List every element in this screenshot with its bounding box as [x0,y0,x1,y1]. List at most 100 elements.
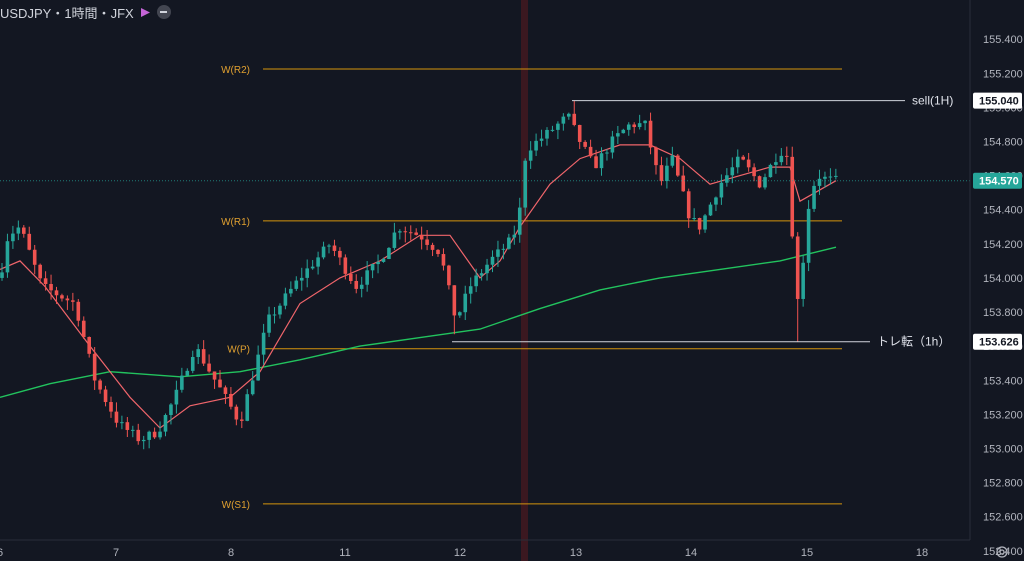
candle-body [141,439,146,442]
candle-body [218,379,222,388]
candle-body [790,156,795,237]
pivot-label: W(P) [227,345,250,356]
candle-body [234,406,239,420]
candle-body [735,156,740,168]
candle-body [621,129,626,134]
candle-body [349,273,353,281]
candle-body [65,298,70,301]
sell-label: sell(1H) [912,94,953,108]
candle-body [474,275,478,287]
moving-averages [0,144,837,429]
pivot-label: W(R2) [221,65,250,76]
candle-body [316,257,320,267]
candle-body [207,363,211,372]
candle-body [501,248,506,250]
session-break-band [521,0,528,561]
candle-body [152,431,157,438]
symbol-title[interactable]: USDJPY・1時間・JFX [0,5,134,21]
price-tick-label: 154.200 [983,239,1023,251]
annotations: sell(1H) トレ転（1h） [0,94,970,349]
candle-body [354,280,359,289]
candle-body [261,332,266,355]
candle-body [539,138,544,141]
candle-body [103,389,108,403]
candle-body [746,159,751,168]
candle-body [468,286,473,294]
candle-body [365,270,369,285]
candle-body [490,256,495,265]
flag-icon[interactable] [140,7,151,18]
candle-body [676,155,680,176]
price-tick-label: 154.000 [983,273,1023,285]
price-tick-label: 153.000 [983,443,1023,455]
candle-body [289,288,293,294]
pivot-label: W(R1) [221,217,250,228]
price-tick-label: 152.400 [983,546,1023,558]
candle-body [54,290,59,296]
candle-body [806,208,811,263]
candle-body [812,185,816,209]
candle-body [556,123,560,130]
candle-body [643,120,647,124]
candle-body [528,150,533,161]
candle-body [692,218,696,220]
time-tick-label: 6 [0,547,3,559]
candle-body [332,245,337,251]
time-tick-label: 14 [685,547,697,559]
candle-body [250,380,255,395]
candle-body [240,419,244,421]
candle-body [414,232,418,235]
candle-body [223,387,228,394]
chart-header: USDJPY・1時間・JFX [0,4,171,21]
ma-long-line [0,246,837,398]
candle-body [768,164,773,178]
candle-body [381,258,386,262]
candle-body [190,357,195,371]
price-tick-label: 153.200 [983,409,1023,421]
candle-body [626,124,631,130]
session-break [521,0,528,561]
candle-body [681,175,686,192]
candle-body [98,380,102,390]
collapse-button[interactable] [156,5,171,19]
candle-body [665,165,669,182]
candle-body [272,314,277,316]
time-tick-label: 13 [570,547,582,559]
candle-body [496,249,500,257]
time-tick-label: 7 [113,547,119,559]
candle-body [174,389,179,405]
time-axis[interactable]: 6 7 8 11 12 13 14 15 18 [0,539,970,559]
candle-body [310,266,315,269]
candle-body [648,120,653,148]
candle-body [436,249,440,255]
pivot-label: W(S1) [222,500,250,511]
candle-body [779,155,784,163]
price-axis[interactable]: 155.400155.200155.000154.800154.600154.4… [969,0,1023,558]
candle-body [637,123,642,128]
candle-body [408,232,413,234]
candle-body [87,337,91,354]
time-tick-label: 12 [454,547,466,559]
gear-icon[interactable] [995,545,1009,559]
candle-body [763,177,767,188]
candle-body [180,375,184,390]
candle-body [398,231,402,233]
candle-body [32,249,37,265]
candle-body [283,293,288,306]
last-price-tag-bg [973,172,1022,189]
candle-body [196,349,200,358]
candle-body [0,272,4,278]
candle-body [534,140,538,151]
candle-body [38,264,42,279]
candle-body [185,370,190,376]
candle-body [22,227,26,234]
candle-body [131,429,135,431]
candle-body [463,293,468,313]
last-price-tag: 154.570 [979,176,1019,188]
candle-body [109,402,113,412]
candle-body [294,280,299,289]
candle-body [403,231,408,233]
candle-body [823,176,827,179]
candle-body [654,147,658,166]
